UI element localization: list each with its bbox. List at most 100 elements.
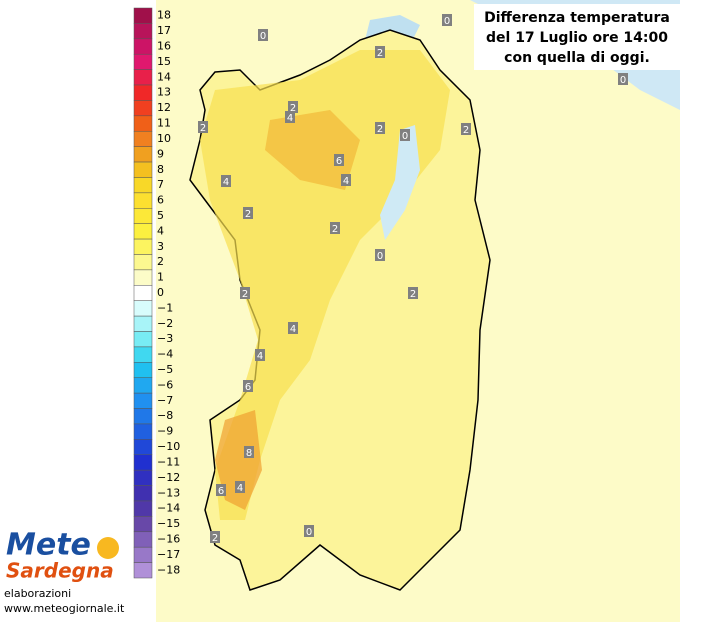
legend-swatch (133, 377, 153, 394)
legend-label: 14 (157, 70, 171, 83)
legend-label: 2 (157, 255, 164, 268)
legend-swatch (133, 208, 153, 224)
map-label: 2 (377, 124, 383, 135)
legend-label: 5 (157, 209, 164, 222)
legend-label: 11 (157, 117, 171, 130)
legend-swatch (133, 346, 153, 363)
legend-label: −5 (157, 363, 173, 376)
legend-swatch (133, 516, 153, 533)
legend-label: −2 (157, 317, 173, 330)
map-label: 2 (242, 289, 248, 300)
legend-swatch (133, 500, 153, 517)
map-label: 0 (377, 251, 383, 262)
map-label: 2 (332, 224, 338, 235)
map-label-box (210, 531, 220, 543)
map-label-box (255, 349, 265, 361)
legend-swatch (133, 362, 153, 378)
credit: elaborazioni (4, 587, 71, 600)
map-label: 2 (463, 125, 469, 136)
title: con quella di oggi. (504, 50, 650, 66)
legend-label: −13 (157, 486, 180, 499)
legend-swatch (133, 69, 153, 86)
logo-text: Sardegna (6, 559, 114, 583)
map-label-box (618, 73, 628, 85)
legend-label: 17 (157, 24, 171, 37)
legend-label: 3 (157, 240, 164, 253)
legend-swatch (133, 285, 153, 301)
map-label-box (216, 484, 226, 496)
legend-label: 15 (157, 55, 171, 68)
legend-swatch (133, 392, 153, 409)
legend-swatch (133, 300, 153, 317)
credit: www.meteogiornale.it (4, 602, 125, 615)
logo-text: Mete (6, 528, 91, 563)
legend-swatch (133, 546, 153, 563)
map-label: 0 (444, 16, 450, 27)
legend-swatch (133, 238, 153, 255)
map-label-box (400, 129, 410, 141)
legend-swatch (133, 192, 153, 209)
map-label-box (243, 207, 253, 219)
legend-label: −4 (157, 348, 173, 361)
legend-swatch (133, 84, 153, 101)
legend-swatch (133, 254, 153, 271)
legend-label: −18 (157, 563, 180, 576)
map-label-box (461, 123, 471, 135)
map-label-box (240, 287, 250, 299)
legend-label: 18 (157, 9, 171, 22)
map-label: 4 (237, 483, 243, 494)
map-label-box (341, 174, 351, 186)
hot-zone (265, 110, 360, 190)
map-label-box (243, 380, 253, 392)
logo: Mete Sardegna (6, 528, 119, 583)
map-label: 4 (290, 324, 296, 335)
map-label: 2 (410, 289, 416, 300)
map-label-box (235, 481, 245, 493)
legend-swatch (133, 223, 153, 240)
map-label-box (198, 121, 208, 133)
legend-label: −15 (157, 517, 180, 530)
map-label: 0 (620, 75, 626, 86)
title-box (474, 4, 680, 70)
map-label-box (442, 14, 452, 26)
map-label: 2 (200, 123, 206, 134)
legend-swatch (133, 562, 153, 579)
map-label: 2 (245, 209, 251, 220)
legend-label: −16 (157, 532, 180, 545)
map-label: 0 (306, 527, 312, 538)
legend-label: −10 (157, 440, 180, 453)
legend-swatch (133, 161, 153, 178)
map-label: 6 (336, 156, 342, 167)
map-label-box (375, 122, 385, 134)
map-label: 6 (218, 486, 224, 497)
map-label-box (304, 525, 314, 537)
legend-swatch (133, 53, 153, 70)
legend-label: 8 (157, 163, 164, 176)
legend-label: −1 (157, 301, 173, 314)
legend-swatch (133, 23, 153, 40)
legend-label: 10 (157, 132, 171, 145)
legend-label: 16 (157, 40, 171, 53)
hot-zone (215, 410, 262, 510)
legend-swatch (133, 485, 153, 502)
legend-label: −7 (157, 394, 173, 407)
map-label: 0 (402, 131, 408, 142)
map-label-box (288, 322, 298, 334)
legend-label: 6 (157, 194, 164, 207)
legend-swatch (133, 531, 153, 548)
map-label: 2 (290, 103, 296, 114)
legend-label: −8 (157, 409, 173, 422)
map-label: 0 (260, 31, 266, 42)
lake (380, 125, 420, 240)
logo-sun (97, 537, 119, 559)
legend-label: −17 (157, 548, 180, 561)
legend-swatch (133, 146, 153, 163)
legend-swatch (133, 177, 153, 194)
map-label-box (408, 287, 418, 299)
map-label-box (258, 29, 268, 41)
legend-swatch (133, 469, 153, 486)
legend-label: 1 (157, 271, 164, 284)
legend-label: −12 (157, 471, 180, 484)
legend-swatch (133, 331, 153, 348)
